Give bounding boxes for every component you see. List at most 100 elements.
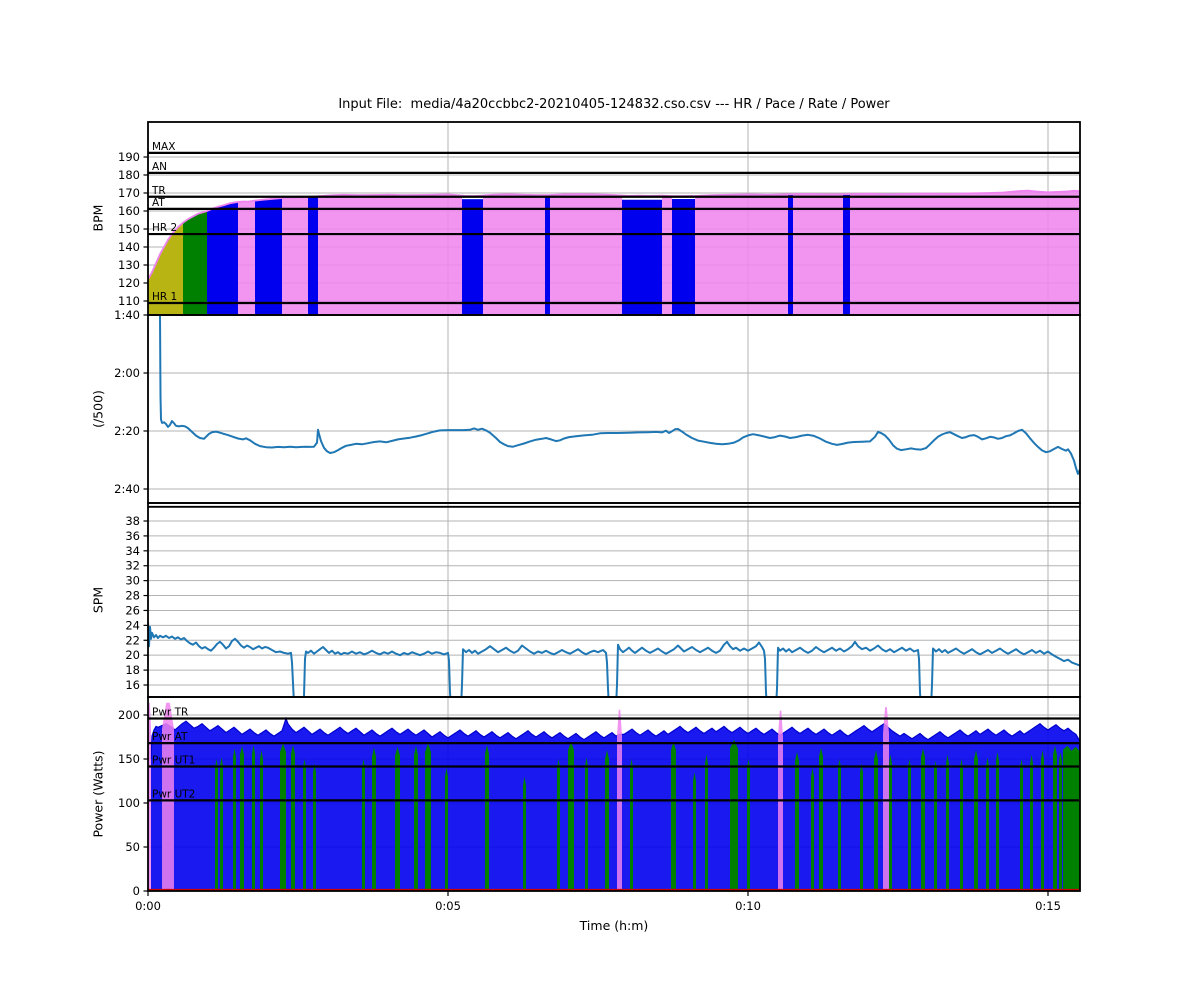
power-green-bar [1020,759,1023,891]
y-tick-label: 170 [118,186,140,200]
power-green-bar [585,757,588,891]
zone-label-max: MAX [152,141,175,153]
y-tick-label: 34 [125,544,140,558]
hr-notch-fill [462,199,483,315]
hr-fill-blue [207,190,238,315]
power-green-bar [693,772,696,891]
power-green-bar [860,763,863,891]
y-tick-label: 0 [133,884,140,898]
power-green-bar [838,759,841,891]
power-green-bar [730,739,738,891]
zone-label-an: AN [152,161,167,173]
y-tick-label: 130 [118,258,140,272]
panel-power: Pwr TR Pwr AT Pwr UT1 Pwr UT2 [148,697,1080,891]
power-fill-blue [151,718,1080,891]
hr-fill-blue [545,190,550,315]
power-green-bar [1030,754,1033,891]
y-tick-label: 2:00 [114,366,140,380]
hr-zone-fills [148,190,1080,315]
y-tick-label: 28 [125,589,140,603]
power-green-bar [220,757,223,891]
power-green-bar [946,754,949,891]
power-green-bar [811,767,814,891]
hr-notch-gap [672,190,695,200]
power-green-bar [960,759,963,891]
y-tick-label: 110 [118,294,140,308]
y-tick-label: 120 [118,276,140,290]
power-pink-band [883,707,889,891]
zone-label-pwr-tr: Pwr TR [152,707,188,719]
y-tick-label: 150 [118,752,140,766]
hr-notch-gap [462,190,483,200]
power-green-bar [986,757,989,891]
power-green-bar [414,745,418,891]
y-tick-label: 190 [118,150,140,164]
power-green-bar [1059,752,1062,891]
y-tick-label: 140 [118,240,140,254]
y-tick-label: 36 [125,529,140,543]
x-tick-label: 0:00 [135,899,161,913]
power-green-bar [671,741,676,891]
zone-label-pwr-at: Pwr AT [152,731,188,743]
zone-label-pwr-ut1: Pwr UT1 [152,754,195,766]
power-green-bar [568,741,574,891]
power-green-bar [303,759,306,891]
hr-notch-fill [672,199,695,315]
y-tick-label: 50 [125,840,140,854]
power-green-bar [705,754,708,891]
y-tick-label: 24 [125,618,140,632]
power-green-bar [889,754,892,891]
y-tick-label: 2:20 [114,424,140,438]
hr-notch-gap [622,190,662,200]
pace-line [159,315,1080,475]
y-tick-label: 180 [118,168,140,182]
power-green-bar [996,752,999,891]
x-tick-label: 0:15 [1035,899,1061,913]
power-green-bar [1063,745,1080,891]
hr-fill-blue [788,190,793,315]
power-green-bar [908,759,911,891]
power-green-bar [921,748,925,891]
y-tick-label: 160 [118,204,140,218]
power-green-bar [819,747,823,891]
power-green-bar [605,750,609,891]
hr-fill-blue [308,190,318,315]
x-tick-label: 0:05 [435,899,461,913]
power-green-bar [874,750,878,891]
power-green-bar [1053,745,1057,891]
power-green-bar [215,759,218,891]
y-tick-label: 2:40 [114,482,140,496]
panel-spm [148,503,1080,697]
x-axis-label: Time (h:m) [579,918,649,933]
power-green-bar [934,760,937,891]
zone-label-at: AT [152,197,165,209]
y-tick-label: 200 [118,708,140,722]
zone-label-tr: TR [151,185,166,197]
y-tick-label: 20 [125,648,140,662]
y-tick-label: 30 [125,574,140,588]
power-green-bar [260,750,263,891]
power-green-bar [425,743,431,891]
power-green-bar [445,767,448,891]
panel-border-pace [147,314,1081,504]
y-tick-label: 150 [118,222,140,236]
hr-fill-blue [843,190,850,315]
hr-line [148,189,1080,280]
power-green-bar [747,759,750,891]
power-green-bar [630,759,633,891]
power-green-bar [280,743,286,891]
y-tick-label: 1:40 [114,308,140,322]
y-tick-label: 18 [125,663,140,677]
power-green-bar [362,759,365,891]
spm-line [148,621,1080,697]
hr-fill-green [183,190,207,315]
power-green-bar [372,747,376,891]
power-green-bar [1041,750,1044,891]
zone-label-hr-2: HR 2 [152,222,177,234]
zone-label-hr-1: HR 1 [152,291,177,303]
chart-title: Input File: media/4a20ccbbc2-20210405-12… [338,97,890,112]
power-green-bar [313,763,316,891]
hr-fill-blue [255,190,282,315]
